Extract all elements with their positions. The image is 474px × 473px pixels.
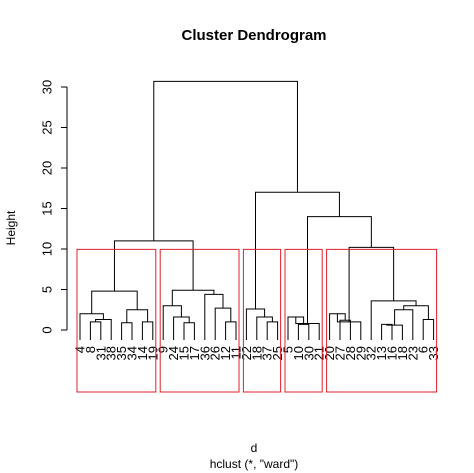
leaf-label: 35	[114, 346, 129, 360]
leaf-label: 36	[197, 346, 212, 360]
dendrogram-branch	[173, 316, 190, 340]
leaf-label: 12	[218, 346, 233, 360]
dendrogram-branch	[339, 319, 351, 340]
dendrogram-branch	[183, 322, 195, 340]
leaf-label: 14	[135, 346, 150, 360]
dendrogram-branch	[256, 316, 273, 340]
y-ticks: 0 5 10 15 20 25 30	[40, 80, 67, 334]
dendrogram-branch	[91, 290, 138, 314]
dendrogram-branch	[141, 321, 154, 340]
leaf-label: 24	[166, 346, 181, 360]
leaf-label: 4	[73, 346, 88, 353]
leaf-label: 18	[395, 346, 410, 360]
dendrogram-branch	[204, 293, 224, 340]
dendrogram-branch	[422, 318, 435, 340]
leaf-label: 32	[364, 346, 379, 360]
y-tick-label: 30	[40, 80, 55, 94]
dendrogram-branch	[245, 308, 266, 340]
y-tick-label: 25	[40, 120, 55, 134]
dendrogram-branch	[403, 305, 429, 320]
chart-title: Cluster Dendrogram	[181, 27, 326, 44]
y-tick-label: 10	[40, 242, 55, 256]
leaf-label: 11	[229, 346, 244, 360]
dendrogram-branch	[171, 289, 215, 306]
dendrogram-branch	[89, 321, 102, 340]
leaf-label: 21	[312, 346, 327, 360]
leaf-label: 18	[249, 346, 264, 360]
dendrogram-branch	[162, 305, 182, 340]
dendrogram-branch	[370, 300, 417, 340]
y-axis: 0 5 10 15 20 25 30	[40, 80, 68, 334]
dendrogram-branch	[307, 216, 372, 324]
leaf-label: 23	[405, 346, 420, 360]
leaf-label: 25	[270, 346, 285, 360]
leaf-label: 34	[125, 346, 140, 360]
dendrogram-branches	[79, 80, 435, 340]
leaf-label: 9	[156, 346, 171, 353]
leaf-label: 20	[322, 346, 337, 360]
leaf-label: 38	[104, 346, 119, 360]
dendrogram-branch	[225, 321, 237, 340]
leaf-label: 17	[187, 346, 202, 360]
dendrogram-branch	[79, 313, 104, 340]
leaf-label: 19	[145, 346, 160, 360]
cluster-box	[76, 248, 157, 393]
dendrogram-branch	[214, 307, 232, 340]
y-axis-label: Height	[4, 210, 18, 245]
dendrogram-branch	[381, 323, 393, 340]
y-tick-label: 20	[40, 161, 55, 175]
cluster-box	[284, 248, 323, 393]
dendrogram-branch	[126, 309, 149, 323]
y-tick-label: 15	[40, 201, 55, 215]
leaf-label: 37	[260, 346, 275, 360]
y-tick-label: 0	[40, 326, 55, 333]
leaf-label: 8	[83, 346, 98, 353]
cluster-box	[159, 248, 240, 393]
leaf-label: 33	[426, 346, 441, 360]
leaf-label: 30	[301, 346, 316, 360]
cluster-box	[326, 248, 438, 393]
x-axis-label: d	[251, 441, 258, 455]
leaf-label: 5	[281, 346, 296, 353]
cluster-boxes	[76, 248, 438, 393]
cluster-box	[242, 248, 282, 393]
dendrogram-branch	[121, 322, 133, 340]
leaf-label: 26	[208, 346, 223, 360]
dendrogram-branch	[153, 80, 298, 241]
y-tick-label: 5	[40, 286, 55, 293]
leaf-label: 10	[291, 346, 306, 360]
leaf-label: 22	[239, 346, 254, 360]
leaf-label: 27	[333, 346, 348, 360]
leaf-labels: 4831383534141992415173626121122183725510…	[73, 346, 442, 360]
leaf-label: 29	[353, 346, 368, 360]
leaf-label: 15	[177, 346, 192, 360]
leaf-label: 28	[343, 346, 358, 360]
leaf-label: 13	[374, 346, 389, 360]
dendrogram-branch	[386, 324, 403, 340]
dendrogram-branch	[297, 323, 310, 340]
leaf-label: 16	[385, 346, 400, 360]
method-caption: hclust (*, "ward")	[210, 457, 299, 471]
dendrogram-branch	[113, 240, 194, 292]
dendrogram-branch	[95, 318, 112, 340]
leaf-label: 31	[93, 346, 108, 360]
dendrogram-branch	[266, 321, 279, 340]
leaf-label: 6	[416, 346, 431, 353]
